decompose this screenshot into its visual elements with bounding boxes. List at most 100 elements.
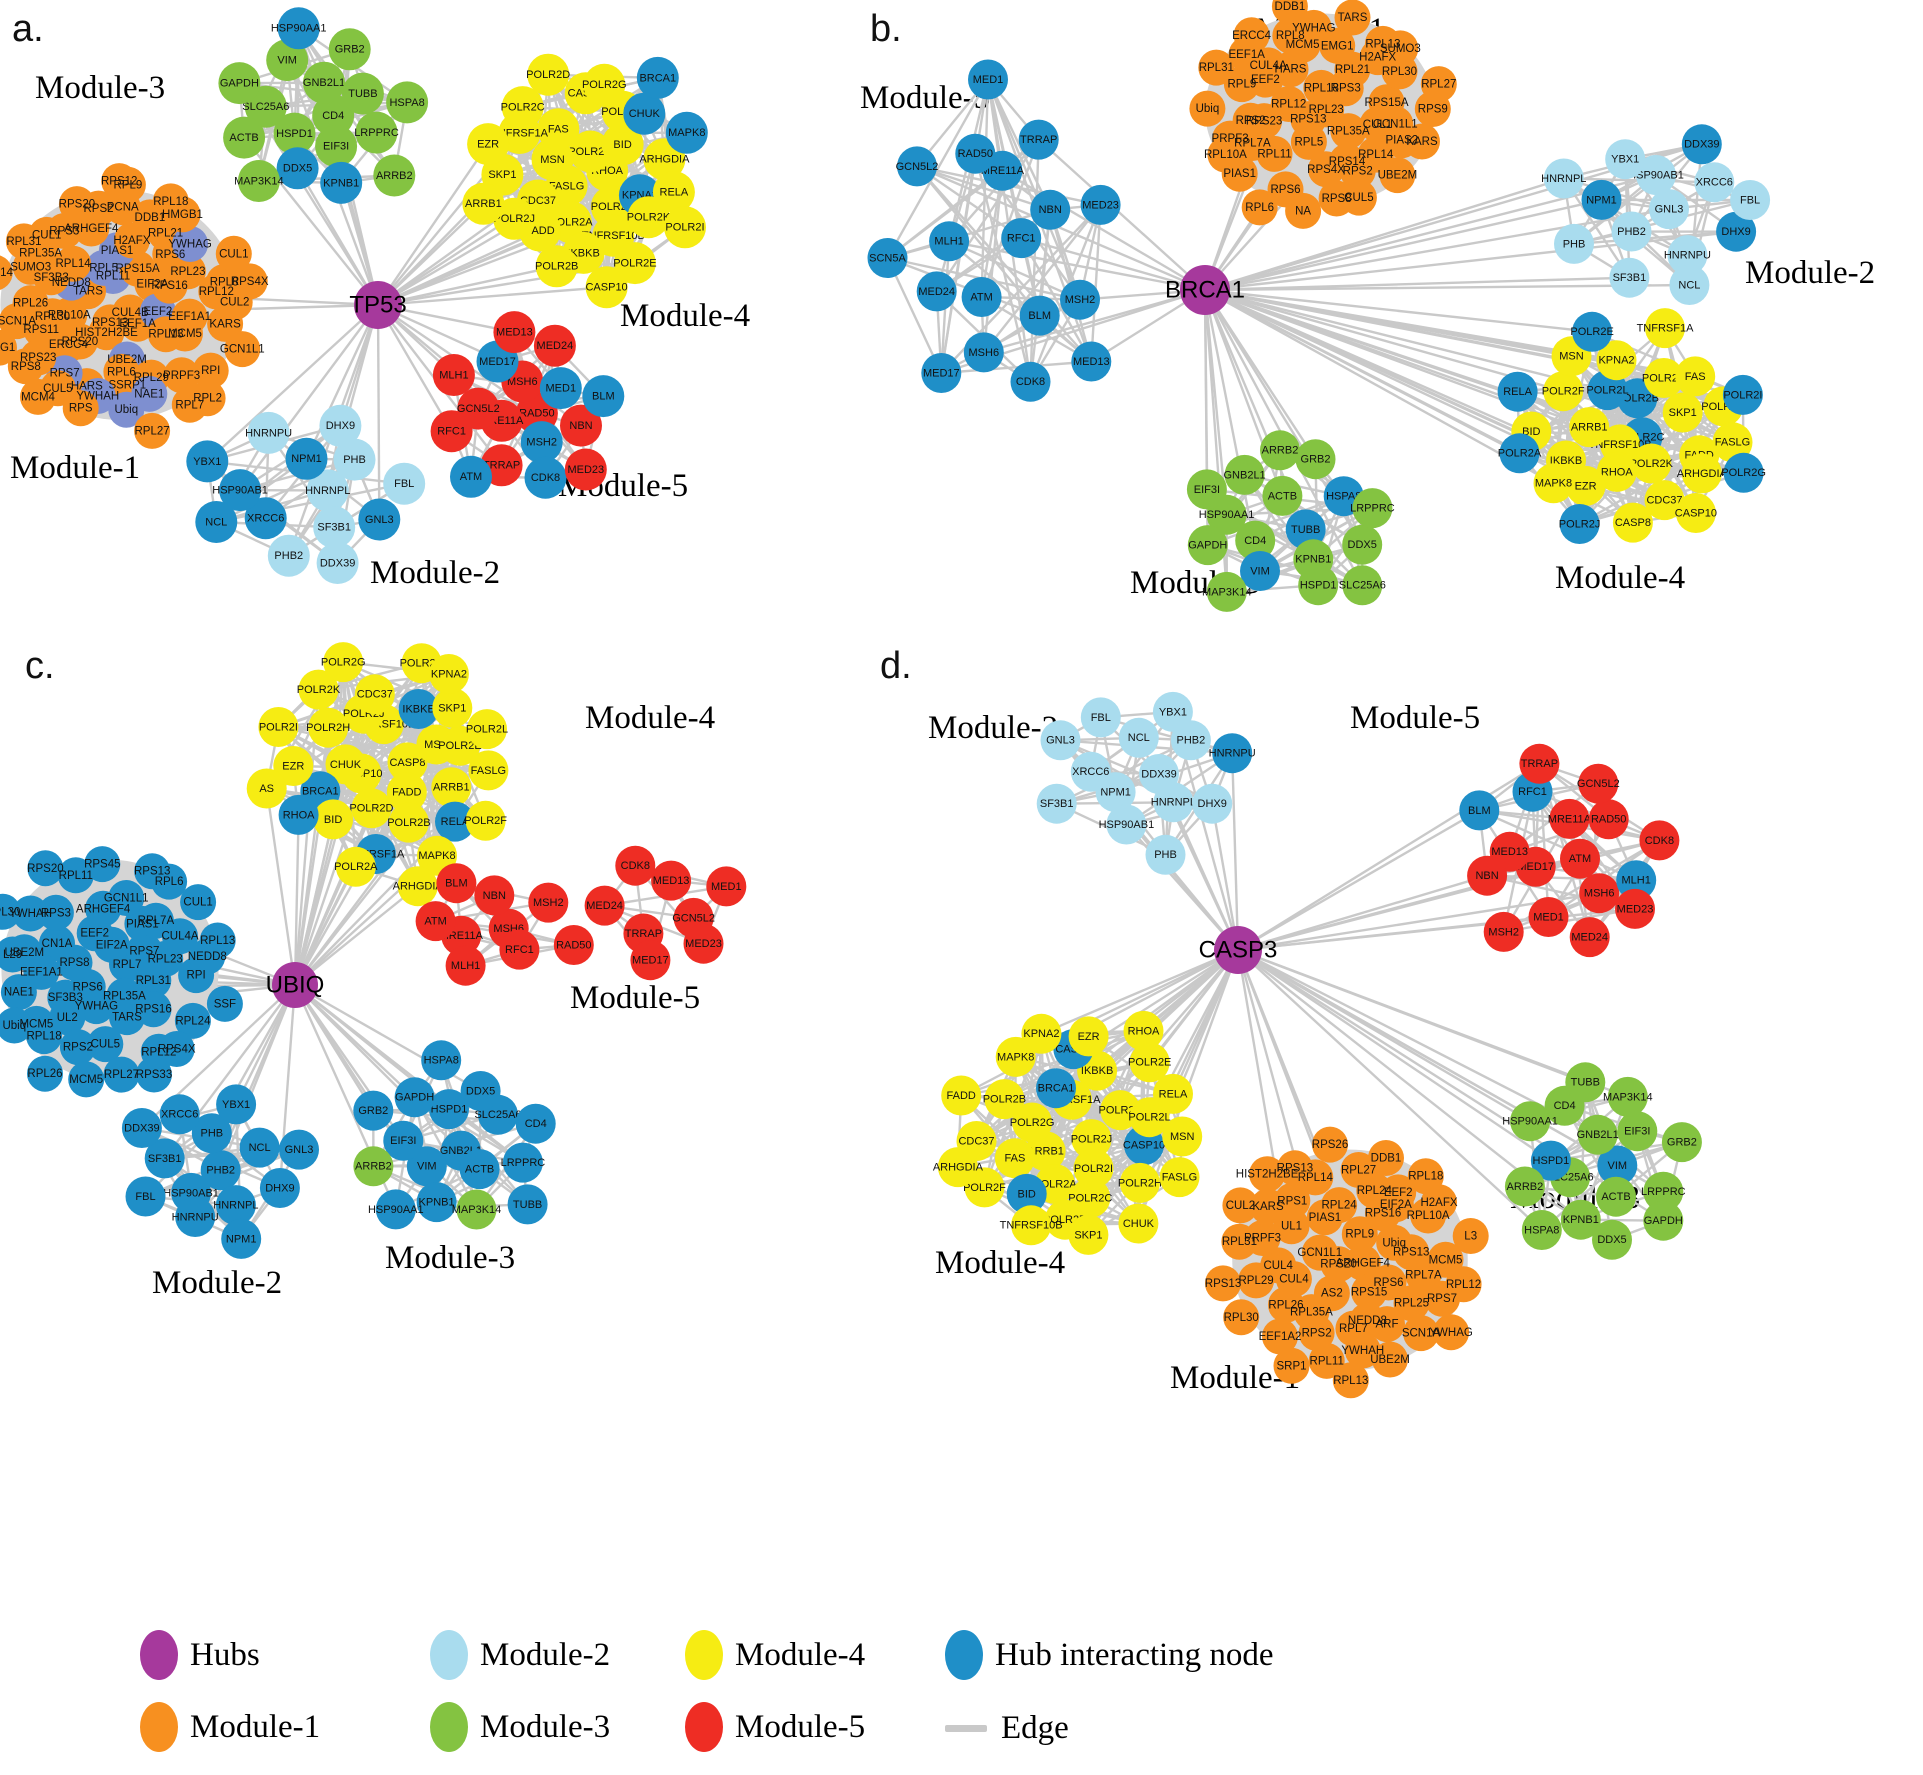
- network-node[interactable]: GRB2: [328, 28, 371, 71]
- node-circle[interactable]: [158, 1031, 195, 1067]
- node-circle[interactable]: [1643, 358, 1684, 398]
- node-circle[interactable]: [1223, 1299, 1260, 1336]
- node-circle[interactable]: [1617, 1111, 1658, 1152]
- node-circle[interactable]: [963, 332, 1004, 373]
- node-circle[interactable]: [1352, 488, 1393, 529]
- node-circle[interactable]: [897, 146, 937, 187]
- network-node[interactable]: DHX9: [319, 404, 362, 447]
- network-node[interactable]: DDX5: [276, 147, 319, 190]
- network-node[interactable]: POLR2A: [334, 846, 378, 887]
- node-circle[interactable]: [1106, 804, 1147, 845]
- network-node[interactable]: ARHGDIA: [1677, 453, 1728, 494]
- node-circle[interactable]: [375, 1189, 416, 1230]
- network-node[interactable]: POLR2H: [306, 707, 350, 748]
- network-node[interactable]: KPNA2: [1021, 1013, 1062, 1054]
- network-node[interactable]: XRCC6: [159, 1094, 200, 1135]
- node-circle[interactable]: [351, 788, 392, 829]
- network-node[interactable]: DHX9: [1192, 783, 1233, 824]
- node-circle[interactable]: [5, 223, 42, 260]
- network-node[interactable]: POLR2K: [297, 669, 341, 710]
- node-circle[interactable]: [266, 39, 309, 82]
- node-circle[interactable]: [1010, 361, 1051, 402]
- network-node[interactable]: EIF3I: [1617, 1111, 1658, 1152]
- network-node[interactable]: HSP90AB1: [212, 469, 268, 512]
- node-circle[interactable]: [223, 116, 266, 159]
- network-node[interactable]: CDK8: [1010, 361, 1051, 402]
- node-circle[interactable]: [1596, 451, 1637, 492]
- node-circle[interactable]: [1186, 469, 1227, 510]
- hub-node[interactable]: TP53: [349, 281, 407, 329]
- node-circle[interactable]: [216, 1084, 257, 1125]
- node-circle[interactable]: [1222, 1187, 1259, 1224]
- node-circle[interactable]: [1153, 1073, 1193, 1114]
- network-node[interactable]: XRCC6: [1070, 751, 1111, 792]
- node-circle[interactable]: [159, 1094, 200, 1135]
- network-node[interactable]: RHOA: [1596, 451, 1637, 492]
- network-node[interactable]: MSH2: [520, 421, 563, 464]
- network-node[interactable]: RFC1: [430, 410, 473, 453]
- network-node[interactable]: HSP90AA1: [271, 7, 327, 50]
- node-circle[interactable]: [244, 497, 287, 540]
- node-circle[interactable]: [995, 1036, 1036, 1077]
- network-node[interactable]: ARRB2: [353, 1146, 394, 1187]
- network-node[interactable]: GAPDH: [394, 1077, 435, 1118]
- network-node[interactable]: DDX39: [1681, 124, 1722, 165]
- node-circle[interactable]: [1615, 888, 1655, 929]
- network-node[interactable]: PHB2: [1611, 211, 1652, 252]
- node-circle[interactable]: [1379, 157, 1416, 194]
- network-node[interactable]: CHUK: [623, 92, 666, 135]
- network-node[interactable]: NPM1: [1581, 179, 1622, 220]
- node-circle[interactable]: [1119, 1162, 1160, 1203]
- node-circle[interactable]: [383, 1120, 424, 1161]
- node-circle[interactable]: [37, 894, 74, 931]
- node-circle[interactable]: [1530, 1140, 1571, 1181]
- network-node[interactable]: ARRB1: [431, 767, 472, 808]
- network-node[interactable]: POLR2F: [1542, 371, 1585, 412]
- node-circle[interactable]: [1560, 838, 1600, 879]
- node-circle[interactable]: [1459, 790, 1500, 831]
- node-circle[interactable]: [1569, 407, 1610, 448]
- hub-node[interactable]: CASP3: [1199, 926, 1278, 974]
- node-circle[interactable]: [1071, 1119, 1112, 1160]
- network-node[interactable]: MLH1: [929, 221, 970, 262]
- network-node[interactable]: POLR2B: [535, 245, 578, 288]
- network-node[interactable]: MSH6: [1579, 873, 1620, 914]
- hub-node-circle[interactable]: [272, 962, 318, 1008]
- network-node[interactable]: CD4: [515, 1103, 556, 1144]
- node-circle[interactable]: [1579, 873, 1620, 914]
- network-node[interactable]: CDK8: [1639, 820, 1680, 861]
- node-circle[interactable]: [450, 455, 492, 498]
- node-circle[interactable]: [1636, 155, 1676, 195]
- node-circle[interactable]: [1403, 1315, 1439, 1352]
- node-circle[interactable]: [1681, 453, 1722, 494]
- node-circle[interactable]: [1616, 860, 1657, 901]
- network-node[interactable]: POLR2H: [1118, 1162, 1162, 1203]
- network-node[interactable]: NCL: [195, 501, 238, 543]
- network-node[interactable]: MSH2: [1060, 279, 1100, 320]
- network-node[interactable]: RELA: [1153, 1073, 1193, 1114]
- network-node[interactable]: ATM: [450, 455, 492, 498]
- network-node[interactable]: HSPD1: [1530, 1140, 1571, 1181]
- node-circle[interactable]: [1334, 0, 1371, 36]
- network-node[interactable]: MAPK8: [665, 111, 708, 154]
- node-circle[interactable]: [1533, 463, 1574, 504]
- node-circle[interactable]: [394, 1077, 435, 1118]
- node-circle[interactable]: [1420, 66, 1457, 103]
- node-circle[interactable]: [921, 353, 962, 393]
- network-node[interactable]: NBN: [560, 404, 602, 447]
- node-circle[interactable]: [1344, 1332, 1381, 1369]
- network-node[interactable]: SCN5A: [867, 238, 908, 278]
- network-node[interactable]: PHB2: [200, 1150, 241, 1191]
- network-node[interactable]: GAPDH: [1187, 525, 1228, 566]
- node-circle[interactable]: [1596, 340, 1637, 381]
- node-circle[interactable]: [502, 1142, 543, 1183]
- node-circle[interactable]: [1597, 1145, 1638, 1186]
- node-circle[interactable]: [636, 56, 679, 99]
- node-circle[interactable]: [1588, 799, 1629, 840]
- node-circle[interactable]: [1224, 454, 1265, 495]
- network-node[interactable]: HNRNPU: [245, 411, 292, 454]
- network-node[interactable]: MSH2: [528, 882, 569, 923]
- node-circle[interactable]: [1021, 1013, 1062, 1054]
- network-node[interactable]: POLR2I: [1722, 374, 1763, 415]
- network-node[interactable]: POLR2H: [1642, 358, 1686, 398]
